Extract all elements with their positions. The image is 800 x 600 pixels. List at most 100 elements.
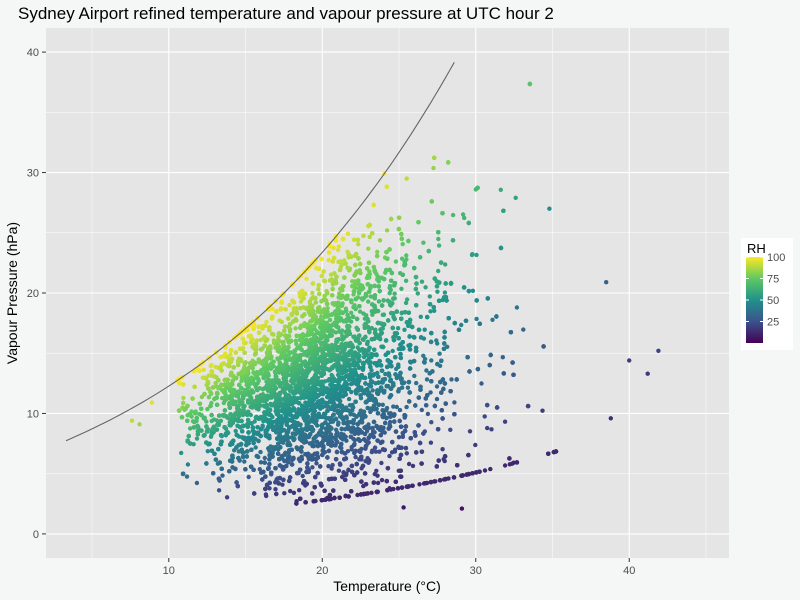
data-point xyxy=(344,414,349,420)
data-point xyxy=(398,474,403,479)
data-point xyxy=(257,467,262,472)
data-point xyxy=(313,418,319,423)
data-point xyxy=(277,463,283,468)
data-point xyxy=(378,432,383,438)
data-point xyxy=(273,466,278,471)
data-point xyxy=(466,288,472,294)
data-point xyxy=(487,362,492,368)
data-point xyxy=(442,381,448,386)
data-point xyxy=(488,466,493,472)
data-point xyxy=(507,462,512,467)
data-point xyxy=(378,327,383,332)
data-point xyxy=(337,495,342,500)
data-point xyxy=(297,488,302,493)
data-point xyxy=(367,372,372,377)
data-point xyxy=(502,419,508,424)
data-point xyxy=(411,334,416,340)
data-point xyxy=(389,450,395,455)
data-point xyxy=(380,377,385,382)
data-point xyxy=(361,360,366,365)
data-point xyxy=(402,428,408,434)
data-point xyxy=(385,358,390,363)
data-point xyxy=(485,425,490,431)
data-point xyxy=(367,345,372,350)
data-point xyxy=(421,353,426,358)
data-point xyxy=(384,415,389,421)
data-point xyxy=(432,403,438,409)
data-point xyxy=(385,350,391,355)
data-point xyxy=(365,491,370,496)
data-point xyxy=(398,355,403,361)
data-point xyxy=(482,414,487,419)
data-point xyxy=(363,482,369,487)
data-point xyxy=(185,438,190,443)
data-point xyxy=(435,361,440,367)
data-point xyxy=(388,377,393,382)
data-point xyxy=(387,486,392,491)
data-point xyxy=(358,393,363,398)
data-point xyxy=(467,429,473,434)
data-point xyxy=(246,435,251,440)
data-point xyxy=(428,339,434,345)
data-point xyxy=(427,302,433,307)
data-point xyxy=(394,404,399,410)
data-point xyxy=(442,335,447,340)
data-point xyxy=(422,429,427,434)
data-point xyxy=(305,465,310,470)
data-point xyxy=(448,389,453,394)
data-point xyxy=(283,450,288,456)
data-point xyxy=(404,404,409,410)
data-point xyxy=(428,309,433,314)
data-point xyxy=(218,433,224,438)
data-point xyxy=(303,452,308,457)
data-point xyxy=(260,423,265,428)
data-point xyxy=(470,288,476,293)
data-point xyxy=(441,346,447,351)
data-point xyxy=(268,401,273,407)
data-point xyxy=(362,437,367,442)
data-point xyxy=(224,495,230,500)
data-point xyxy=(323,420,328,425)
data-point xyxy=(219,439,224,444)
data-point xyxy=(404,320,410,325)
data-point xyxy=(287,478,292,484)
data-point xyxy=(185,462,191,467)
data-point xyxy=(321,411,327,416)
data-point xyxy=(351,412,357,417)
data-point xyxy=(345,449,351,454)
data-point xyxy=(393,355,398,360)
data-point xyxy=(365,339,370,344)
data-point xyxy=(627,358,632,363)
data-point xyxy=(412,430,417,435)
data-point xyxy=(349,469,355,475)
data-point xyxy=(267,461,272,467)
data-point xyxy=(467,369,472,374)
data-point xyxy=(326,477,332,482)
data-point xyxy=(381,412,386,417)
data-point xyxy=(322,488,327,493)
data-point xyxy=(375,411,381,416)
data-point xyxy=(424,403,429,408)
data-point xyxy=(372,361,377,366)
data-point xyxy=(400,434,405,439)
data-point xyxy=(252,419,257,424)
data-point xyxy=(349,489,354,494)
data-point xyxy=(320,438,326,444)
data-point xyxy=(500,355,505,360)
data-point xyxy=(260,477,265,482)
data-point xyxy=(284,463,289,469)
data-point xyxy=(405,385,411,390)
data-point xyxy=(365,456,370,461)
data-point xyxy=(378,363,384,368)
data-point xyxy=(461,285,467,290)
data-point xyxy=(393,479,398,484)
data-point xyxy=(332,495,337,501)
data-point xyxy=(398,452,404,458)
data-point xyxy=(355,492,360,498)
data-point xyxy=(434,464,439,469)
data-point xyxy=(209,448,215,453)
data-point xyxy=(396,336,401,341)
data-point xyxy=(379,368,385,373)
data-point xyxy=(452,412,457,417)
data-point xyxy=(464,472,469,477)
